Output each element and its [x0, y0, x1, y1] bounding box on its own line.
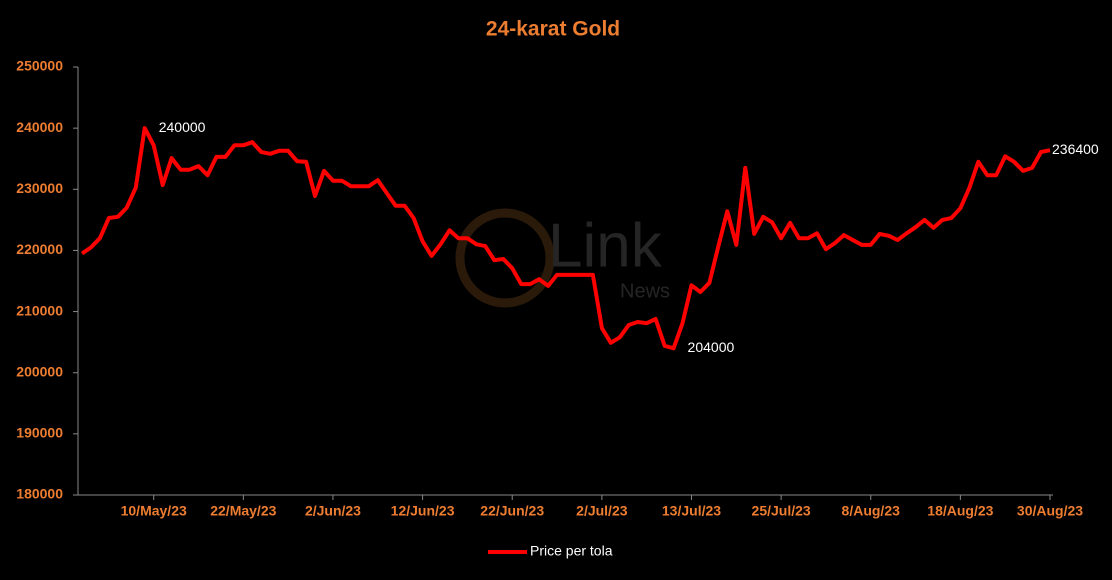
chart-title: 24-karat Gold: [486, 18, 620, 41]
x-tick-label: 12/Jun/23: [391, 503, 455, 519]
y-tick-label: 200000: [16, 363, 63, 379]
x-tick-label: 2/Jun/23: [305, 503, 361, 519]
watermark-logo: [455, 208, 555, 308]
y-tick-label: 180000: [16, 486, 63, 502]
y-tick-label: 190000: [16, 425, 63, 441]
x-tick-label: 13/Jul/23: [662, 503, 721, 519]
data-label: 236400: [1052, 141, 1099, 157]
watermark-text: Link: [548, 211, 663, 280]
x-tick-label: 18/Aug/23: [927, 503, 993, 519]
x-tick-label: 22/May/23: [210, 503, 276, 519]
watermark-subtext: News: [620, 280, 670, 302]
y-tick-label: 250000: [16, 58, 63, 74]
price-line: [80, 126, 1051, 351]
x-tick-label: 22/Jun/23: [480, 503, 544, 519]
x-tick-label: 30/Aug/23: [1017, 503, 1083, 519]
x-tick-label: 10/May/23: [121, 503, 187, 519]
x-tick-label: 25/Jul/23: [752, 503, 811, 519]
y-tick-label: 220000: [16, 241, 63, 257]
watermark: Link News: [455, 208, 670, 308]
y-tick-label: 240000: [16, 119, 63, 135]
data-label: 240000: [159, 119, 206, 135]
x-tick-label: 2/Jul/23: [576, 503, 628, 519]
data-label: 204000: [688, 339, 735, 355]
y-tick-label: 210000: [16, 302, 63, 318]
x-tick-label: 8/Aug/23: [842, 503, 901, 519]
legend-label: Price per tola: [530, 543, 613, 559]
y-tick-label: 230000: [16, 180, 63, 196]
